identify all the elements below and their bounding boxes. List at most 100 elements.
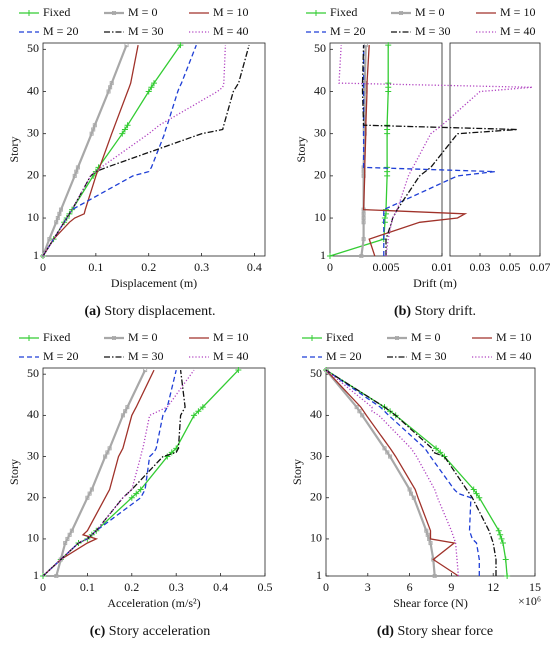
marker [199, 404, 206, 411]
y-tick-label: 50 [27, 41, 39, 55]
marker [55, 216, 60, 221]
marker [72, 173, 77, 178]
x-tick-label: 9 [448, 580, 454, 594]
x-tick-label: 0.05 [500, 260, 521, 274]
marker [473, 490, 480, 497]
marker [498, 535, 505, 542]
x-tick-label: 0 [40, 260, 46, 274]
marker [502, 556, 509, 563]
series-line [42, 45, 227, 257]
y-tick-label: 40 [314, 83, 326, 97]
marker [58, 207, 63, 212]
marker [128, 494, 135, 501]
marker [119, 130, 126, 137]
legend-label: M = 0 [415, 5, 444, 19]
marker [407, 487, 412, 492]
legend-marker [398, 10, 403, 15]
marker [411, 495, 416, 500]
marker [108, 85, 113, 90]
series-line [42, 44, 197, 257]
series-line [42, 370, 186, 577]
marker [123, 409, 128, 414]
marker [431, 557, 436, 562]
x-tick-label: 0.1 [88, 260, 103, 274]
y-axis-label: Story [7, 136, 21, 162]
legend-marker [112, 10, 117, 15]
plot-frame [325, 367, 536, 577]
x-tick-label: 0.2 [141, 260, 156, 274]
series-line [325, 369, 459, 577]
marker [63, 541, 68, 546]
marker [425, 532, 430, 537]
y-tick-label: 1 [33, 568, 39, 582]
legend-label: M = 0 [128, 330, 157, 344]
legend-label: M = 0 [411, 330, 440, 344]
series-line [42, 369, 155, 577]
marker [137, 486, 144, 493]
legend-label: Fixed [43, 330, 70, 344]
marker [120, 413, 125, 418]
y-tick-label: 20 [310, 489, 322, 503]
marker [124, 43, 129, 48]
x-tick-label: 6 [407, 580, 413, 594]
legend-label: M = 40 [213, 349, 248, 363]
series-line [362, 45, 468, 257]
marker [359, 253, 364, 258]
series-line [41, 44, 128, 257]
marker [408, 491, 413, 496]
plot-frame [449, 42, 541, 257]
marker [424, 528, 429, 533]
marker [384, 164, 391, 171]
legend-label: M = 10 [500, 5, 535, 19]
x-tick-label: 0.3 [169, 580, 184, 594]
marker [58, 557, 63, 562]
series-line [325, 369, 508, 577]
x-axis-label: Drift (m) [413, 276, 457, 290]
marker [74, 169, 79, 174]
legend-label: M = 0 [128, 5, 157, 19]
marker [476, 494, 483, 501]
series-line [325, 369, 497, 576]
y-tick-label: 10 [310, 531, 322, 545]
legend-marker [112, 335, 117, 340]
x-tick-label: 0.3 [194, 260, 209, 274]
marker [495, 527, 502, 534]
marker [361, 216, 366, 221]
series-line [338, 45, 533, 257]
marker [381, 215, 388, 222]
legend-marker [309, 335, 315, 341]
caption-tag: (a) [84, 304, 101, 319]
y-tick-label: 30 [314, 125, 326, 139]
y-tick-label: 1 [316, 568, 322, 582]
marker [103, 454, 108, 459]
legend-label: M = 40 [500, 24, 535, 38]
marker [125, 405, 130, 410]
plot-frame [42, 367, 266, 577]
plot-frame [329, 42, 443, 257]
y-tick-label: 40 [310, 407, 322, 421]
caption: (c) Story acceleration [90, 624, 211, 639]
x-tick-label: 0.4 [247, 260, 262, 274]
marker [361, 220, 366, 225]
y-tick-label: 30 [27, 448, 39, 462]
caption-text: Story drift. [415, 304, 476, 319]
marker [109, 81, 114, 86]
legend-label: Fixed [330, 5, 357, 19]
legend-marker [26, 335, 32, 341]
y-tick-label: 10 [27, 531, 39, 545]
marker [360, 413, 365, 418]
legend-label: M = 30 [128, 24, 163, 38]
series-line [42, 369, 195, 577]
series-line [42, 44, 250, 257]
x-tick-label: 0.005 [373, 260, 400, 274]
marker [121, 126, 128, 133]
marker [385, 450, 390, 455]
x-tick-label: 0.5 [258, 580, 273, 594]
marker [327, 253, 333, 259]
y-tick-label: 20 [314, 168, 326, 182]
marker [499, 540, 506, 547]
series-line [42, 369, 177, 577]
marker [354, 405, 359, 410]
x-multiplier: ×10⁶ [518, 594, 541, 608]
